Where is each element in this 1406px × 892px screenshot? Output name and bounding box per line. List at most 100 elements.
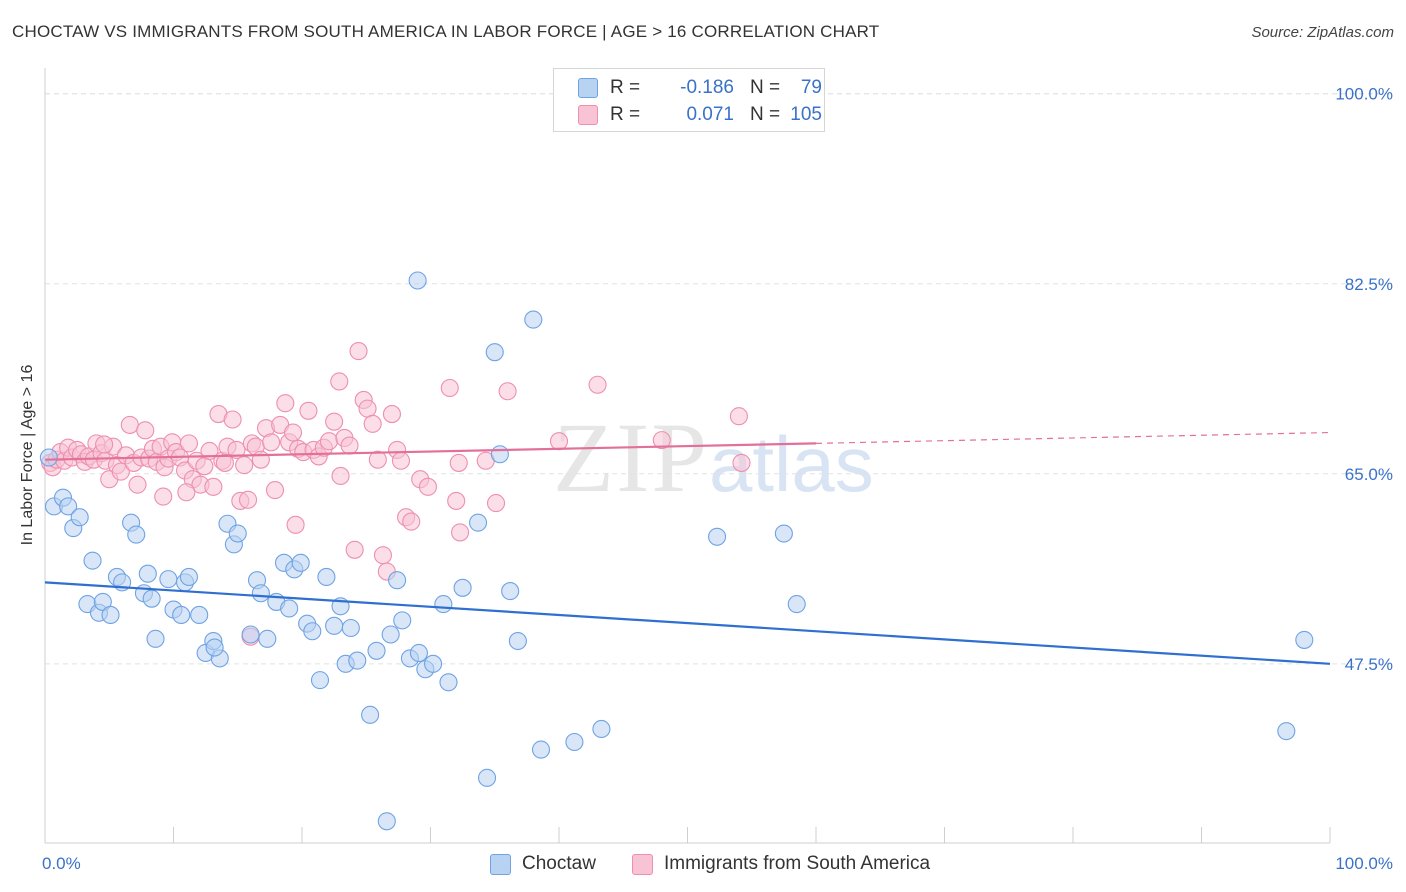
bottom-legend-label-choctaw: Choctaw bbox=[522, 853, 596, 874]
choctaw-point bbox=[1295, 630, 1314, 649]
legend-n-value: 105 bbox=[790, 104, 822, 125]
y-tick-label: 82.5% bbox=[1345, 275, 1393, 294]
south-america-point bbox=[215, 453, 234, 472]
choctaw-point bbox=[508, 631, 527, 651]
choctaw-point bbox=[388, 571, 407, 590]
bottom-legend-swatch-south-america bbox=[632, 854, 653, 875]
south-america-point bbox=[331, 466, 350, 486]
legend-n-label: N = bbox=[750, 77, 781, 98]
choctaw-point bbox=[172, 605, 191, 625]
choctaw-point bbox=[477, 768, 497, 787]
south-america-point bbox=[238, 490, 258, 509]
watermark-zip: ZIP bbox=[553, 402, 709, 513]
south-america-point bbox=[262, 433, 281, 452]
choctaw-point bbox=[453, 578, 472, 597]
legend-r-label: R = bbox=[610, 104, 641, 125]
south-america-point bbox=[382, 405, 402, 424]
choctaw-point bbox=[228, 524, 247, 543]
choctaw-point bbox=[303, 622, 322, 641]
south-america-point bbox=[447, 491, 466, 510]
choctaw-point bbox=[241, 625, 260, 644]
choctaw-point bbox=[592, 719, 611, 739]
choctaw-point bbox=[146, 629, 165, 648]
y-tick-labels: 47.5% 65.0% 82.5% 100.0% bbox=[1335, 85, 1393, 674]
choctaw-point bbox=[127, 525, 146, 544]
south-america-point bbox=[136, 421, 155, 440]
choctaw-point bbox=[341, 618, 360, 638]
choctaw-point bbox=[381, 625, 400, 644]
trend-lines bbox=[44, 431, 1331, 665]
south-america-point bbox=[286, 515, 305, 534]
south-america-point bbox=[276, 394, 295, 413]
choctaw-point bbox=[361, 705, 380, 724]
south-america-point bbox=[111, 462, 130, 481]
south-america-point bbox=[177, 483, 196, 502]
stats-legend: R = -0.186 N = 79 R = 0.071 N = 105 bbox=[553, 68, 825, 132]
legend-n-value: 79 bbox=[800, 77, 822, 98]
choctaw-point bbox=[280, 599, 299, 618]
south-america-point bbox=[349, 342, 368, 361]
legend-swatch-choctaw bbox=[578, 78, 598, 98]
south-america-point bbox=[227, 440, 246, 459]
choctaw-point bbox=[39, 448, 58, 467]
south-america-point bbox=[451, 523, 470, 542]
choctaw-point bbox=[291, 553, 310, 572]
choctaw-trend-line bbox=[44, 581, 1331, 665]
choctaw-point bbox=[325, 616, 344, 635]
south-america-point bbox=[486, 494, 506, 513]
south-america-point bbox=[440, 378, 459, 398]
watermark: ZIPatlas bbox=[553, 400, 874, 515]
choctaw-point bbox=[377, 812, 396, 831]
south-america-point bbox=[588, 375, 607, 394]
choctaw-point bbox=[468, 513, 488, 532]
x-tick-labels: 0.0% 100.0% bbox=[42, 854, 1393, 873]
south-america-trend-extension bbox=[815, 431, 1331, 444]
choctaw-point bbox=[393, 611, 412, 630]
choctaw-point bbox=[434, 595, 453, 614]
south-america-point bbox=[223, 410, 242, 429]
south-america-point bbox=[498, 382, 517, 401]
choctaw-point bbox=[408, 271, 427, 290]
choctaw-point bbox=[565, 732, 584, 752]
choctaw-point bbox=[159, 570, 178, 589]
grid-lines bbox=[45, 93, 1395, 665]
choctaw-point bbox=[439, 673, 458, 692]
south-america-point bbox=[325, 412, 344, 431]
choctaw-point bbox=[138, 564, 157, 583]
choctaw-point bbox=[490, 445, 509, 464]
choctaw-point bbox=[424, 654, 443, 673]
y-tick-label: 65.0% bbox=[1345, 465, 1393, 484]
bottom-legend-label-south-america: Immigrants from South America bbox=[664, 853, 931, 874]
choctaw-point bbox=[501, 582, 520, 601]
y-tick-label: 100.0% bbox=[1335, 85, 1393, 104]
south-america-point bbox=[265, 481, 285, 500]
choctaw-point bbox=[59, 497, 78, 516]
south-america-point bbox=[732, 453, 751, 472]
choctaw-point bbox=[317, 567, 336, 587]
south-america-point bbox=[652, 431, 671, 450]
legend-r-value: 0.071 bbox=[686, 104, 734, 125]
choctaw-point bbox=[205, 638, 224, 657]
legend-r-label: R = bbox=[610, 77, 641, 98]
source-label: Source: ZipAtlas.com bbox=[1251, 24, 1394, 41]
south-america-point bbox=[373, 546, 393, 565]
choctaw-point bbox=[251, 584, 270, 603]
choctaw-point bbox=[348, 651, 367, 670]
south-america-point bbox=[340, 436, 359, 455]
south-america-point bbox=[549, 432, 569, 451]
choctaw-point bbox=[485, 343, 504, 362]
choctaw-point bbox=[708, 527, 727, 546]
south-america-point bbox=[449, 453, 468, 472]
south-america-point bbox=[358, 399, 377, 418]
choctaw-point bbox=[1277, 722, 1296, 741]
south-america-point bbox=[368, 450, 387, 469]
choctaw-point bbox=[531, 740, 551, 759]
x-tick-label: 100.0% bbox=[1335, 854, 1393, 873]
choctaw-point bbox=[367, 641, 386, 660]
south-america-point bbox=[299, 401, 318, 420]
south-america-point bbox=[95, 435, 114, 454]
south-america-point bbox=[154, 487, 173, 506]
choctaw-point bbox=[524, 310, 543, 329]
south-america-point bbox=[391, 451, 410, 470]
series-choctaw-points bbox=[39, 271, 1314, 831]
